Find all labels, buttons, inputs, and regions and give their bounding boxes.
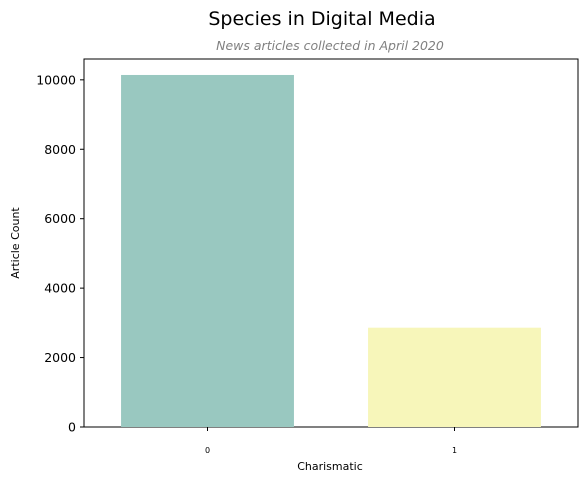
y-tick-label: 6000: [44, 211, 76, 226]
x-axis-label: Charismatic: [297, 460, 363, 473]
y-tick-label: 0: [68, 420, 76, 435]
y-tick-label: 4000: [44, 281, 76, 296]
plot-frame: [83, 58, 579, 428]
x-tick-label: 0: [205, 446, 210, 455]
y-tick-label: 10000: [36, 72, 76, 87]
y-axis-label: Article Count: [9, 207, 22, 279]
y-tick-label: 2000: [44, 350, 76, 365]
y-tick-label: 8000: [44, 142, 76, 157]
chart-title: Species in Digital Media: [208, 8, 435, 30]
bar-0: [121, 74, 294, 427]
chart-subtitle: News articles collected in April 2020: [216, 38, 444, 53]
bars-group: [121, 74, 541, 427]
y-axis: 0 2000 4000 6000 8000 10000: [36, 72, 84, 435]
bar-1: [368, 327, 541, 427]
x-tick-label: 1: [452, 446, 457, 455]
